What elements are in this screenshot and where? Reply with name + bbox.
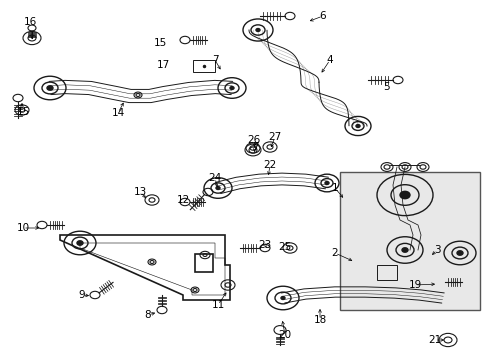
Text: 27: 27 (268, 132, 281, 142)
Text: 8: 8 (144, 310, 151, 320)
Circle shape (77, 241, 83, 245)
Text: 12: 12 (176, 195, 189, 205)
Text: 9: 9 (79, 290, 85, 300)
Bar (195, 254, 213, 272)
Text: 16: 16 (23, 17, 37, 27)
Circle shape (355, 125, 359, 127)
Text: 13: 13 (133, 187, 146, 197)
Bar (376, 265, 396, 280)
Bar (339, 172, 479, 310)
Text: 4: 4 (326, 55, 333, 65)
Text: 15: 15 (153, 38, 166, 48)
Text: 20: 20 (278, 330, 291, 340)
Text: 23: 23 (258, 240, 271, 250)
Circle shape (399, 191, 409, 199)
Text: 14: 14 (111, 108, 124, 118)
Text: 22: 22 (263, 160, 276, 170)
Text: 21: 21 (427, 335, 441, 345)
Text: 11: 11 (211, 300, 224, 310)
Text: 6: 6 (319, 11, 325, 21)
Text: 24: 24 (208, 173, 221, 183)
Circle shape (401, 248, 407, 252)
Text: 1: 1 (331, 183, 338, 193)
Circle shape (440, 297, 444, 300)
Text: 2: 2 (331, 248, 338, 258)
Circle shape (256, 28, 260, 31)
Circle shape (216, 186, 220, 189)
Text: 25: 25 (278, 242, 291, 252)
Circle shape (281, 297, 285, 300)
Text: 10: 10 (17, 223, 29, 233)
Text: 17: 17 (156, 60, 169, 70)
Text: 18: 18 (313, 315, 326, 325)
Bar (193, 60, 215, 72)
Text: 26: 26 (247, 135, 260, 145)
Text: 3: 3 (433, 245, 439, 255)
Text: 5: 5 (383, 82, 389, 92)
Text: 7: 7 (211, 55, 218, 65)
Circle shape (456, 251, 462, 255)
Circle shape (325, 181, 328, 184)
Text: 7: 7 (251, 142, 258, 152)
Circle shape (47, 86, 53, 90)
Circle shape (229, 86, 234, 90)
Text: 19: 19 (407, 280, 421, 290)
Text: 15: 15 (16, 107, 30, 117)
